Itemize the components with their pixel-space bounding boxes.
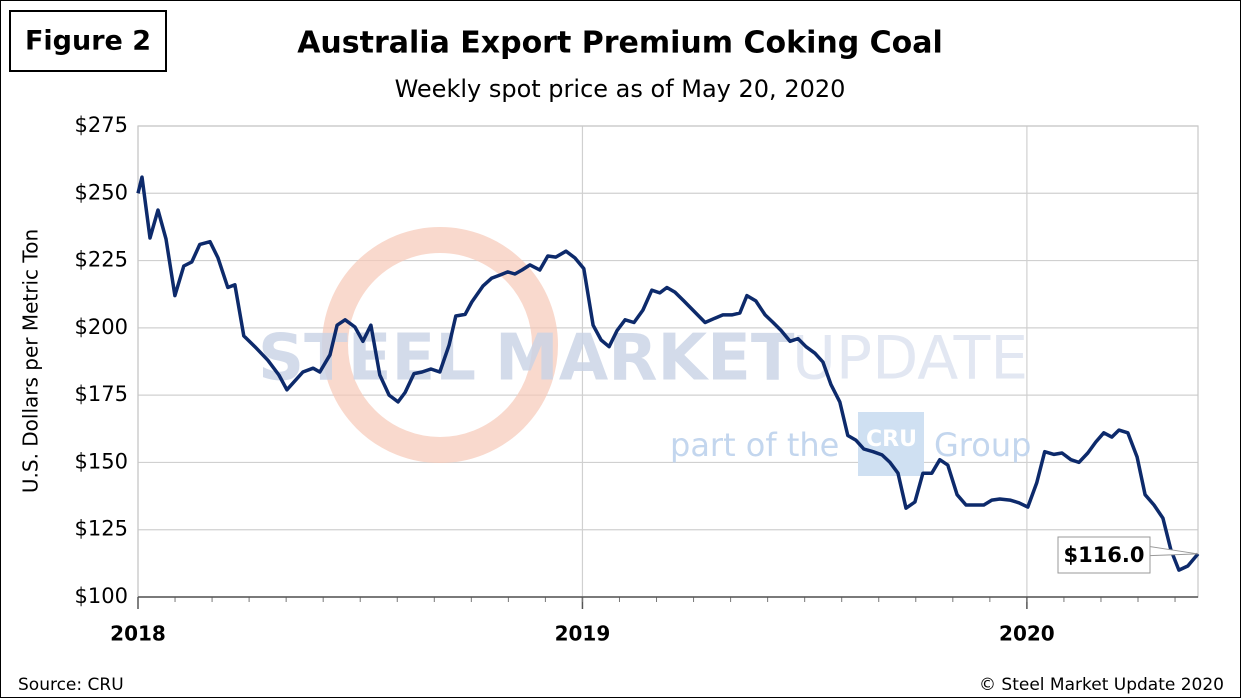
y-tick-label: $275 — [75, 113, 128, 137]
watermark-text: MARKET — [495, 322, 795, 396]
x-tick-label: 2018 — [110, 622, 166, 646]
credit: © Steel Market Update 2020 — [979, 675, 1224, 695]
figure-label-box — [9, 10, 167, 72]
watermark-text: Group — [934, 426, 1031, 464]
y-tick-label: $175 — [75, 382, 128, 406]
annotation-label: $116.0 — [1063, 543, 1144, 567]
annotation-leader — [1139, 544, 1199, 557]
y-tick-label: $250 — [75, 180, 128, 204]
figure-label: Figure 2 — [25, 26, 151, 57]
watermark-text: UPDATE — [792, 324, 1028, 394]
y-tick-label: $150 — [75, 449, 128, 473]
annotation-box — [1057, 536, 1151, 574]
chart-subtitle: Weekly spot price as of May 20, 2020 — [395, 75, 846, 103]
y-tick-label: $200 — [75, 315, 128, 339]
chart-title: Australia Export Premium Coking Coal — [297, 26, 943, 61]
x-tick-label: 2020 — [999, 622, 1055, 646]
source: Source: CRU — [18, 675, 124, 695]
data-line — [136, 175, 1200, 572]
y-tick-label: $100 — [75, 584, 128, 608]
x-tick-label: 2019 — [555, 622, 611, 646]
y-axis-label: U.S. Dollars per Metric Ton — [19, 229, 43, 493]
watermark-ring — [322, 227, 558, 463]
watermark-text: CRU — [866, 427, 917, 452]
watermark-text: part of the — [670, 426, 839, 464]
y-tick-label: $225 — [75, 248, 128, 272]
y-tick-label: $125 — [75, 517, 128, 541]
